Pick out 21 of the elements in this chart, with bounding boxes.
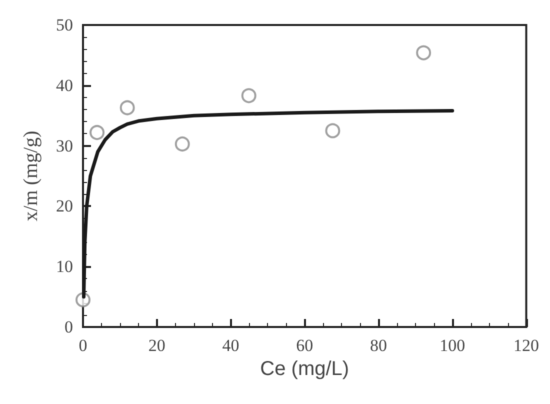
y-axis-title: x/m (mg/g) bbox=[20, 130, 42, 222]
point bbox=[325, 123, 340, 138]
y-tick-label: 0 bbox=[64, 318, 73, 336]
x-tick-label: 100 bbox=[440, 336, 466, 355]
x-tick-label: 60 bbox=[296, 336, 314, 355]
x-tick-label: 20 bbox=[148, 336, 166, 355]
x-axis-title: Ce (mg/L) bbox=[260, 358, 350, 380]
point bbox=[241, 88, 256, 104]
x-tick-label: 120 bbox=[514, 336, 539, 355]
x-tick-label: 0 bbox=[78, 336, 88, 355]
x-tick-label: 40 bbox=[222, 336, 240, 355]
y-tick-label: 40 bbox=[56, 76, 73, 95]
point bbox=[174, 136, 190, 152]
y-tick-label: 20 bbox=[56, 196, 73, 216]
y-tick-label: 30 bbox=[56, 136, 73, 156]
point bbox=[90, 125, 105, 140]
point bbox=[416, 45, 432, 60]
x-tick-label: 80 bbox=[370, 336, 387, 355]
point bbox=[120, 100, 135, 116]
y-tick-label: 50 bbox=[56, 16, 73, 34]
y-tick-label: 10 bbox=[56, 257, 73, 276]
